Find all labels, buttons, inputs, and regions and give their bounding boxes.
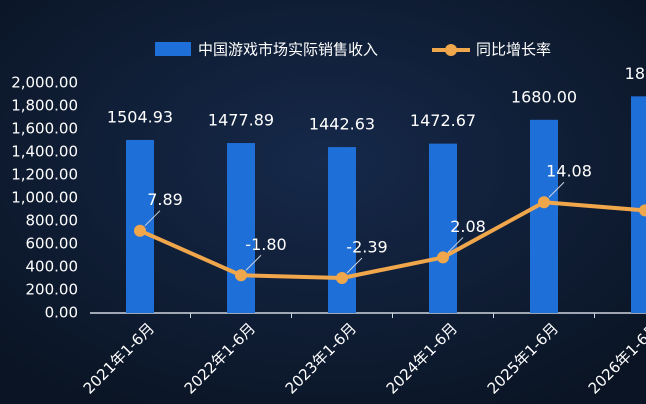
line [139,200,646,280]
line-point [134,224,146,237]
legend-label: 同比增长率 [476,41,551,59]
line-value-label: 14.08 [546,162,592,181]
y-tick-label: 1,800.00 [11,97,78,115]
bar [429,143,457,313]
y-tick-label: 2,000.00 [11,74,78,92]
line-value-label: 7.89 [147,190,183,209]
line-point [639,204,646,217]
bar [631,96,646,313]
line-point [336,271,348,284]
y-tick-label: 1,600.00 [11,120,78,138]
bar-value-label: 1442.63 [309,115,375,134]
y-tick-label: 0.00 [45,304,78,322]
y-tick-label: 1,200.00 [11,166,78,184]
label-leader [245,254,262,271]
y-tick-label: 400.00 [26,258,79,276]
y-tick-label: 600.00 [26,235,79,253]
line-point [437,251,449,264]
legend-swatch [445,44,457,56]
line-value-label: -2.39 [346,237,387,256]
line-point [235,269,247,282]
bar [227,143,255,313]
line-value-label: -1.80 [245,235,286,254]
y-tick-label: 800.00 [26,212,79,230]
bar-value-label: 1680.00 [511,87,577,106]
y-tick-label: 1,000.00 [11,189,78,207]
label-leader [447,237,464,253]
line-point [538,196,550,209]
y-tick-label: 1,400.00 [11,143,78,161]
bar-value-label: 1477.89 [208,111,274,130]
bar-value-label: 1472.67 [410,111,476,130]
legend-label: 中国游戏市场实际销售收入 [198,41,378,59]
label-leader [548,181,565,198]
label-leader [144,210,161,227]
bar-value-label: 1504.93 [107,107,173,126]
bar-value-label: 1884 [625,64,646,83]
label-leader [346,257,363,274]
line-value-label: 2.08 [450,217,486,236]
bar [328,147,356,313]
y-tick-label: 200.00 [26,281,79,299]
bar [530,119,558,313]
legend-swatch [155,42,191,56]
